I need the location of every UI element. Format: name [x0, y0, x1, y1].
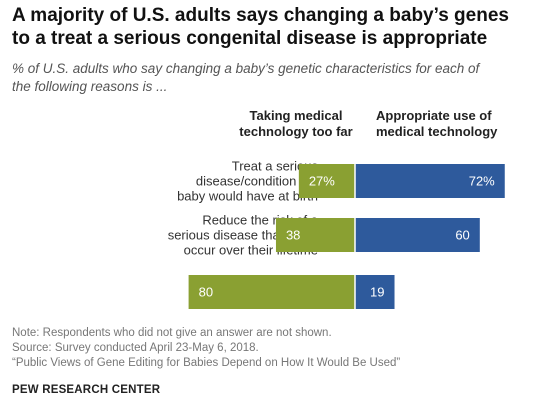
- bar-value-label: 38: [286, 228, 300, 243]
- chart-title: A majority of U.S. adults says changing …: [12, 4, 532, 50]
- bar-taking-too-far: [298, 164, 355, 198]
- chart-subtitle: % of U.S. adults who say changing a baby…: [12, 60, 532, 96]
- source-line: Source: Survey conducted April 23-May 6,…: [12, 342, 259, 354]
- legend-left-label: technology too far: [239, 124, 352, 139]
- category-label: baby would have at birth: [177, 189, 318, 204]
- bar-appropriate-use: [355, 218, 480, 252]
- category-label: Treat a serious: [232, 159, 319, 174]
- bar-taking-too-far: [188, 275, 355, 309]
- bar-value-label: 80: [199, 285, 213, 300]
- category-label: disease/condition the: [196, 174, 318, 189]
- bar-value-label: 27%: [309, 174, 335, 189]
- bar-taking-too-far: [275, 218, 355, 252]
- chart-subtitle-line-1: % of U.S. adults who say changing a baby…: [12, 61, 480, 76]
- chart-notes: Note: Respondents who did not give an an…: [12, 326, 532, 371]
- chart-title-line-1: A majority of U.S. adults says changing …: [12, 5, 509, 26]
- bar-appropriate-use: [355, 275, 395, 309]
- legend-left-label: Taking medical: [250, 108, 343, 123]
- legend-right-label: medical technology: [376, 124, 498, 139]
- legend-right-label: Appropriate use of: [376, 108, 492, 123]
- chart-title-line-2: to a treat a serious congenital disease …: [12, 28, 488, 49]
- bar-value-label: 19: [370, 285, 384, 300]
- bar-value-label: 60: [455, 228, 469, 243]
- report-title-line: “Public Views of Gene Editing for Babies…: [12, 357, 401, 369]
- note-line: Note: Respondents who did not give an an…: [12, 327, 332, 339]
- chart-subtitle-line-2: the following reasons is ...: [12, 79, 168, 94]
- bar-value-label: 72%: [469, 174, 495, 189]
- bar-appropriate-use: [355, 164, 505, 198]
- organization-name: PEW RESEARCH CENTER: [12, 384, 161, 396]
